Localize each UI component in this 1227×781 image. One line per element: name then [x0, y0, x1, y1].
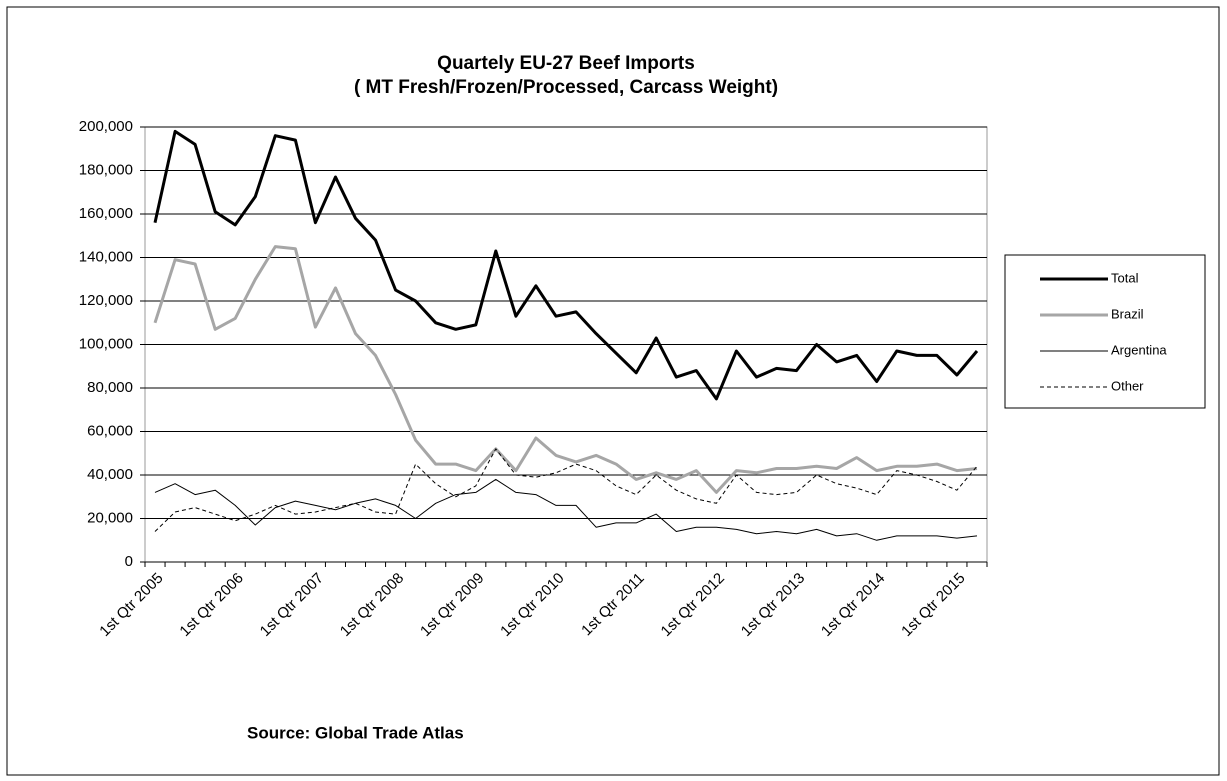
legend-label: Argentina	[1111, 342, 1167, 357]
legend-label: Total	[1111, 270, 1139, 285]
y-tick-label: 200,000	[79, 118, 133, 135]
source-note: Source: Global Trade Atlas	[247, 723, 464, 742]
y-tick-label: 120,000	[79, 292, 133, 309]
y-tick-label: 60,000	[87, 422, 133, 439]
series-line	[153, 245, 978, 494]
series-line	[153, 129, 979, 401]
y-tick-label: 160,000	[79, 205, 133, 222]
chart-subtitle: ( MT Fresh/Frozen/Processed, Carcass Wei…	[354, 77, 778, 98]
y-tick-label: 0	[125, 553, 133, 570]
series-line	[154, 478, 978, 541]
chart-title: Quartely EU-27 Beef Imports	[437, 53, 695, 74]
legend-label: Other	[1111, 378, 1144, 393]
y-tick-label: 100,000	[79, 335, 133, 352]
y-tick-label: 140,000	[79, 248, 133, 265]
y-tick-label: 40,000	[87, 466, 133, 483]
series-line	[154, 448, 978, 532]
legend-label: Brazil	[1111, 306, 1144, 321]
y-tick-label: 20,000	[87, 509, 133, 526]
y-tick-label: 80,000	[87, 379, 133, 396]
y-tick-label: 180,000	[79, 161, 133, 178]
